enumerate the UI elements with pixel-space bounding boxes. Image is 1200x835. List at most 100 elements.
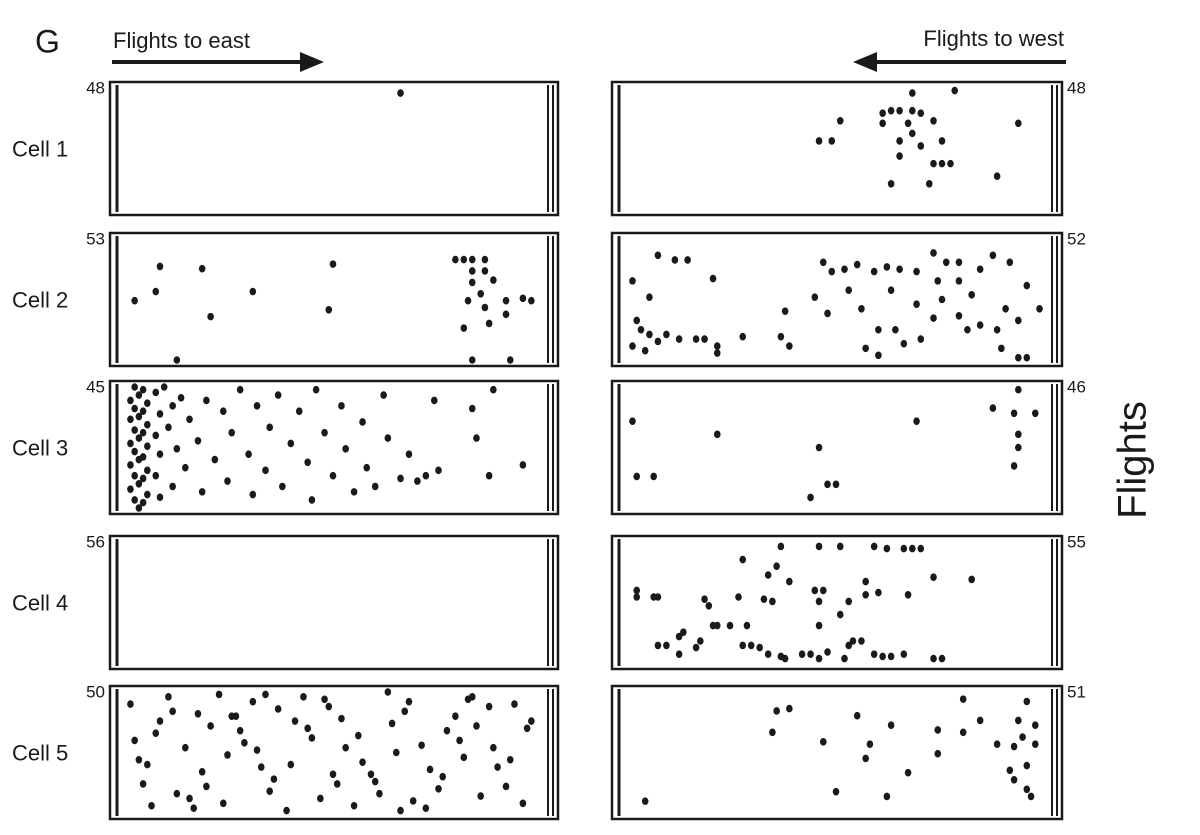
spike-dot (904, 119, 912, 128)
spike-dot (304, 458, 311, 467)
spike-dot (1002, 305, 1009, 313)
spike-dot (131, 736, 138, 745)
y-tick-label: 50 (86, 682, 105, 701)
spike-dot (139, 780, 147, 788)
spike-dot (1031, 721, 1039, 730)
spike-dot (964, 325, 971, 334)
spike-dot (1023, 353, 1031, 362)
spike-dot (976, 716, 984, 725)
spike-dot (811, 586, 819, 595)
spike-dot (519, 294, 527, 303)
spike-dot (135, 391, 143, 399)
spike-dot (862, 344, 869, 353)
spike-dot (815, 137, 823, 145)
spike-dot (173, 445, 181, 453)
spike-dot (879, 652, 886, 661)
spike-dot (663, 641, 670, 650)
spike-dot (139, 407, 147, 416)
spike-dot (853, 711, 861, 720)
spike-dot (845, 286, 853, 294)
spike-dot (173, 789, 181, 798)
spike-dot (152, 431, 160, 440)
east-arrowhead (300, 52, 324, 72)
spike-dot (384, 434, 392, 442)
spike-dot (156, 410, 164, 418)
spike-dot (909, 544, 916, 553)
spike-dot (456, 736, 463, 745)
spike-dot (1015, 316, 1022, 325)
spike-dot (388, 719, 396, 728)
spike-dot (900, 544, 908, 553)
spike-dot (485, 471, 493, 480)
panel-frame (108, 231, 560, 368)
spike-dot (219, 799, 227, 808)
spike-dot (1031, 740, 1039, 748)
spike-dot (291, 717, 299, 725)
spike-dot (697, 637, 704, 645)
spike-dot (993, 325, 1001, 334)
panel-frame (108, 80, 560, 217)
spike-dot (131, 383, 138, 391)
west-header: Flights to west (923, 26, 1064, 51)
spike-dot (376, 789, 383, 798)
spike-dot (165, 693, 172, 701)
spike-dot (828, 137, 836, 145)
spike-dot (198, 768, 206, 776)
spike-dot (224, 477, 231, 485)
y-tick-label: 48 (86, 78, 105, 97)
spike-dot (828, 267, 836, 276)
spike-dot (249, 287, 257, 296)
spike-dot (464, 296, 472, 305)
spike-dot (152, 287, 160, 296)
spike-dot (807, 650, 814, 658)
spike-dot (384, 688, 392, 696)
spike-dot (485, 702, 493, 711)
spike-dot (705, 602, 713, 610)
spike-dot (633, 586, 641, 595)
spike-dot (815, 542, 823, 551)
spike-dot (1010, 409, 1018, 418)
y-tick-label: 51 (1067, 682, 1086, 701)
panel-frame (108, 379, 560, 516)
spike-dot (198, 264, 206, 273)
spike-dot (1036, 305, 1043, 313)
spike-dot (169, 482, 176, 491)
spike-dot (287, 760, 295, 769)
spike-dot (887, 652, 895, 661)
spike-dot (769, 728, 776, 737)
y-tick-label: 48 (1067, 78, 1086, 97)
spike-dot (371, 482, 379, 491)
spike-dot (338, 402, 345, 410)
spike-dot (1010, 462, 1018, 470)
spike-dot (477, 792, 485, 800)
spike-dot (160, 383, 168, 391)
spike-dot (435, 785, 442, 793)
spike-dot (468, 278, 476, 287)
spike-dot (397, 806, 404, 815)
spike-dot (207, 312, 214, 321)
spike-dot (875, 325, 882, 334)
spike-dot (654, 641, 662, 650)
spike-dot (198, 488, 206, 496)
spike-dot (815, 654, 823, 663)
row-label: Cell 5 (12, 740, 68, 765)
spike-dot (528, 296, 535, 305)
spike-dot (692, 335, 700, 343)
spike-dot (460, 324, 468, 332)
spike-dot (938, 295, 946, 304)
spike-dot (993, 172, 1001, 181)
spike-dot (819, 586, 827, 595)
spike-dot (1019, 733, 1026, 741)
spike-dot (422, 804, 430, 812)
spike-dot (435, 466, 442, 475)
spike-dot (228, 712, 236, 720)
spike-dot (883, 263, 891, 271)
spike-dot (998, 344, 1005, 353)
spike-dot (397, 474, 404, 483)
spike-dot (253, 746, 261, 754)
spike-dot (947, 159, 954, 168)
spike-dot (464, 695, 472, 704)
spike-dot (401, 707, 409, 716)
y-axis-label: Flights (1111, 401, 1155, 519)
spike-dot (135, 504, 143, 512)
